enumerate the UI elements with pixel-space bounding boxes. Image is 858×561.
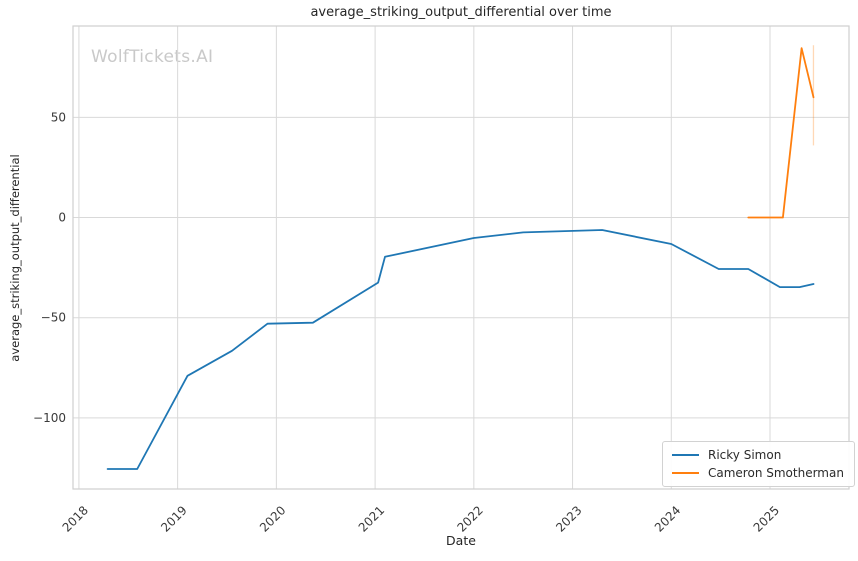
plot-border (72, 25, 850, 490)
legend-label-0: Ricky Simon (708, 448, 782, 462)
x-tick-label-2022: 2022 (454, 503, 485, 534)
legend: Ricky Simon Cameron Smotherman (662, 441, 855, 487)
x-tick-label-2019: 2019 (158, 503, 189, 534)
y-tick-label-0: 0 (58, 211, 66, 225)
legend-item-1: Cameron Smotherman (672, 466, 844, 480)
x-tick-label-2020: 2020 (257, 503, 288, 534)
legend-item-0: Ricky Simon (672, 448, 844, 462)
y-tick-label--100: −100 (33, 411, 66, 425)
x-tick-label-2021: 2021 (356, 503, 387, 534)
x-tick-label-2025: 2025 (751, 503, 782, 534)
x-tick-label-2018: 2018 (60, 503, 91, 534)
x-tick-label-2023: 2023 (553, 503, 584, 534)
series-line-0 (106, 229, 815, 470)
y-tick-label--50: −50 (41, 311, 66, 325)
legend-label-1: Cameron Smotherman (708, 466, 844, 480)
legend-swatch-1 (672, 471, 699, 475)
y-tick-label-50: 50 (51, 110, 66, 124)
watermark: WolfTickets.AI (91, 47, 214, 67)
chart-title: average_striking_output_differential ove… (310, 5, 612, 20)
x-tick-label-2024: 2024 (652, 503, 683, 534)
legend-swatch-0 (672, 453, 699, 457)
series-line-1 (747, 47, 815, 219)
x-axis-label: Date (446, 533, 476, 548)
